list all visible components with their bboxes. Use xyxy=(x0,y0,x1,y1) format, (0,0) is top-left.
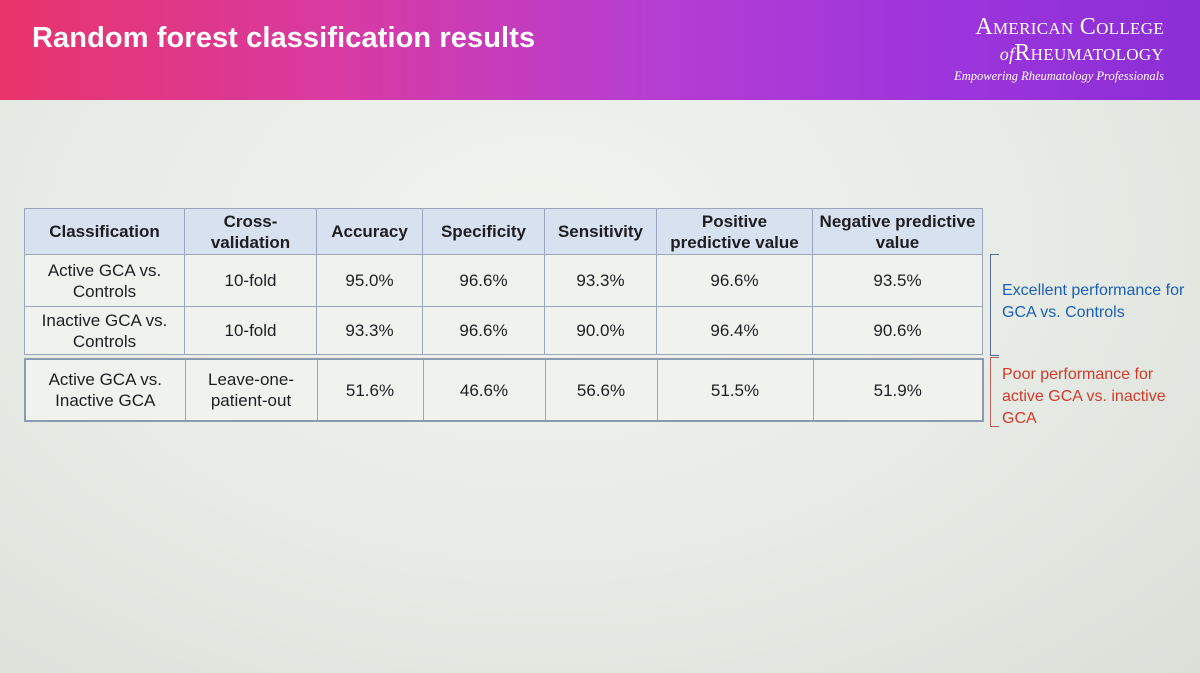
table-header-row: Classification Cross-validation Accuracy… xyxy=(24,208,983,255)
results-table: Classification Cross-validation Accuracy… xyxy=(24,208,983,355)
col-header: Accuracy xyxy=(316,208,423,255)
col-header: Cross-validation xyxy=(184,208,317,255)
table-cell: 10-fold xyxy=(184,254,317,307)
logo-tagline: Empowering Rheumatology Professionals xyxy=(954,69,1164,83)
col-header: Positive predictive value xyxy=(656,208,813,255)
table-cell: 93.3% xyxy=(316,306,423,355)
logo-of: of xyxy=(999,44,1015,64)
col-header: Sensitivity xyxy=(544,208,657,255)
note-excellent-performance: Excellent performance for GCA vs. Contro… xyxy=(1002,282,1185,321)
col-header: Classification xyxy=(24,208,185,255)
table-cell: Active GCA vs. Inactive GCA xyxy=(24,358,186,422)
table-row: Active GCA vs. Inactive GCA Leave-one-pa… xyxy=(24,358,984,422)
table-cell: 96.4% xyxy=(656,306,813,355)
table-cell: 51.5% xyxy=(656,358,814,422)
table-cell: 96.6% xyxy=(422,254,545,307)
logo-line2: ofRheumatology xyxy=(944,41,1164,67)
table-cell: 56.6% xyxy=(544,358,658,422)
logo-rheumatology: Rheumatology xyxy=(1014,40,1164,66)
table-cell: Leave-one-patient-out xyxy=(184,358,318,422)
acr-logo: American College ofRheumatology Empoweri… xyxy=(944,14,1164,84)
table-cell: 51.6% xyxy=(316,358,424,422)
slide-title: Random forest classification results xyxy=(32,22,536,54)
header-bar: Random forest classification results Ame… xyxy=(0,0,1200,100)
table-cell: 46.6% xyxy=(422,358,546,422)
table-cell: 93.5% xyxy=(812,254,983,307)
table-cell: 51.9% xyxy=(812,358,984,422)
table-cell: 90.0% xyxy=(544,306,657,355)
logo-line1: American College xyxy=(975,14,1164,40)
table-cell: 93.3% xyxy=(544,254,657,307)
table-cell: 96.6% xyxy=(422,306,545,355)
table-cell: Inactive GCA vs. Controls xyxy=(24,306,185,355)
table-cell: 90.6% xyxy=(812,306,983,355)
table-cell: 96.6% xyxy=(656,254,813,307)
table-row: Inactive GCA vs. Controls 10-fold 93.3% … xyxy=(24,306,983,355)
table-cell: 95.0% xyxy=(316,254,423,307)
table-row: Active GCA vs. Controls 10-fold 95.0% 96… xyxy=(24,254,983,307)
bracket-controls xyxy=(990,254,999,356)
col-header: Negative predictive value xyxy=(812,208,983,255)
results-table-separate-row: Active GCA vs. Inactive GCA Leave-one-pa… xyxy=(24,358,984,422)
table-cell: 10-fold xyxy=(184,306,317,355)
col-header: Specificity xyxy=(422,208,545,255)
bracket-inactive xyxy=(990,357,999,427)
table-cell: Active GCA vs. Controls xyxy=(24,254,185,307)
note-poor-performance: Poor performance for active GCA vs. inac… xyxy=(1002,366,1166,427)
